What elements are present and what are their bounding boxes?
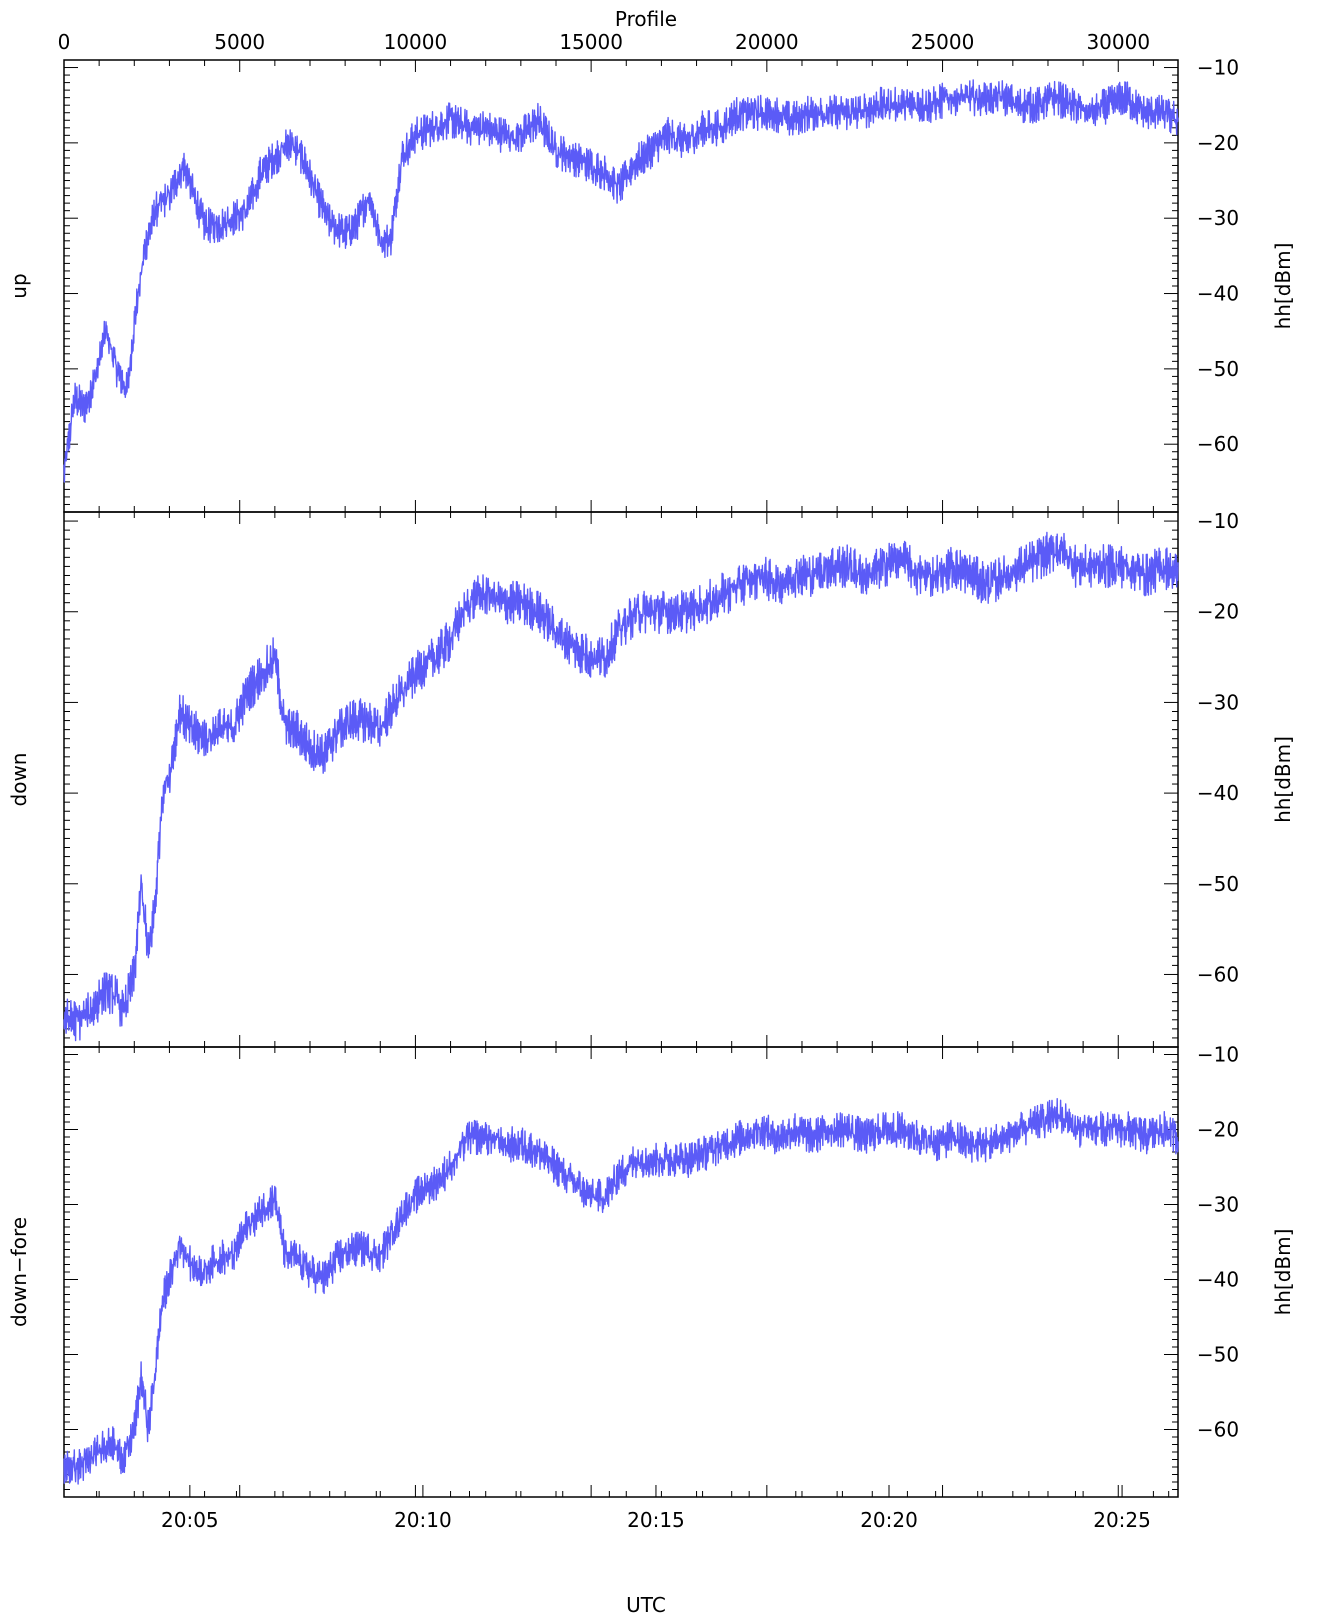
y-tick-label: −50 — [1197, 357, 1239, 381]
y-tick-label: −20 — [1197, 131, 1239, 155]
top-tick-label: 20000 — [735, 30, 799, 54]
y-tick-label: −40 — [1197, 1268, 1239, 1292]
panel-frame — [63, 1046, 1179, 1498]
y-tick-label: −10 — [1197, 56, 1239, 80]
y-tick-labels: −10 −20 −30 −40 −50 −60 — [1197, 56, 1239, 457]
top-axis-label: Profile — [615, 7, 677, 31]
bottom-tick-label: 20:20 — [860, 1508, 918, 1532]
bottom-tick-label: 20:05 — [161, 1508, 219, 1532]
tick-marks — [63, 1047, 1178, 1497]
bottom-tick-labels: 20:05 20:10 20:15 20:20 20:25 — [161, 1508, 1151, 1532]
y-tick-label: −30 — [1197, 690, 1239, 714]
y-tick-label: −50 — [1197, 1343, 1239, 1367]
right-label: hh[dBm] — [1271, 1229, 1295, 1316]
top-tick-label: 15000 — [559, 30, 623, 54]
left-label: down — [7, 753, 31, 807]
tick-marks — [63, 60, 1178, 512]
y-tick-label: −30 — [1197, 1193, 1239, 1217]
series-line — [63, 531, 1179, 1042]
y-tick-label: −30 — [1197, 206, 1239, 230]
bottom-tick-label: 20:25 — [1093, 1508, 1151, 1532]
y-tick-label: −60 — [1197, 1418, 1239, 1442]
top-tick-labels: 0 5000 10000 15000 20000 25000 30000 — [58, 30, 1150, 54]
top-tick-label: 10000 — [384, 30, 448, 54]
right-label: hh[dBm] — [1271, 736, 1295, 823]
y-tick-label: −20 — [1197, 600, 1239, 624]
panel-down: −10 −20 −30 −40 −50 −60 down hh[dBm] — [7, 509, 1295, 1048]
series-line — [63, 79, 1179, 483]
left-label: up — [7, 273, 31, 298]
bottom-axis-label: UTC — [626, 1593, 666, 1617]
y-tick-labels: −10 −20 −30 −40 −50 −60 — [1197, 509, 1239, 986]
top-tick-label: 0 — [58, 30, 71, 54]
top-tick-label: 25000 — [911, 30, 975, 54]
tick-marks — [63, 512, 1178, 1047]
y-tick-label: −10 — [1197, 1043, 1239, 1067]
y-tick-label: −40 — [1197, 282, 1239, 306]
y-tick-label: −40 — [1197, 781, 1239, 805]
right-label: hh[dBm] — [1271, 243, 1295, 330]
bottom-tick-label: 20:15 — [627, 1508, 685, 1532]
left-label: down−fore — [7, 1217, 31, 1327]
y-tick-label: −10 — [1197, 509, 1239, 533]
panel-frame — [63, 511, 1179, 1048]
panel-down-fore: −10−20−30−40−50−60 20:05 20:10 20:15 20:20 2… — [7, 1043, 1295, 1533]
y-tick-label: −60 — [1197, 962, 1239, 986]
bottom-tick-label: 20:10 — [394, 1508, 452, 1532]
panel-frame — [63, 59, 1179, 513]
y-tick-label: −50 — [1197, 872, 1239, 896]
series-line — [63, 1098, 1179, 1485]
top-tick-label: 30000 — [1086, 30, 1150, 54]
y-tick-label: −60 — [1197, 432, 1239, 456]
y-tick-labels: −10 −20 −30 −40 −50 −60 — [1197, 1043, 1239, 1442]
top-tick-label: 5000 — [214, 30, 265, 54]
panel-up: −10 −20 −30 −40 −50 −60 0 5000 10000 15000 20000 2… — [7, 30, 1295, 513]
y-tick-label: −20 — [1197, 1118, 1239, 1142]
